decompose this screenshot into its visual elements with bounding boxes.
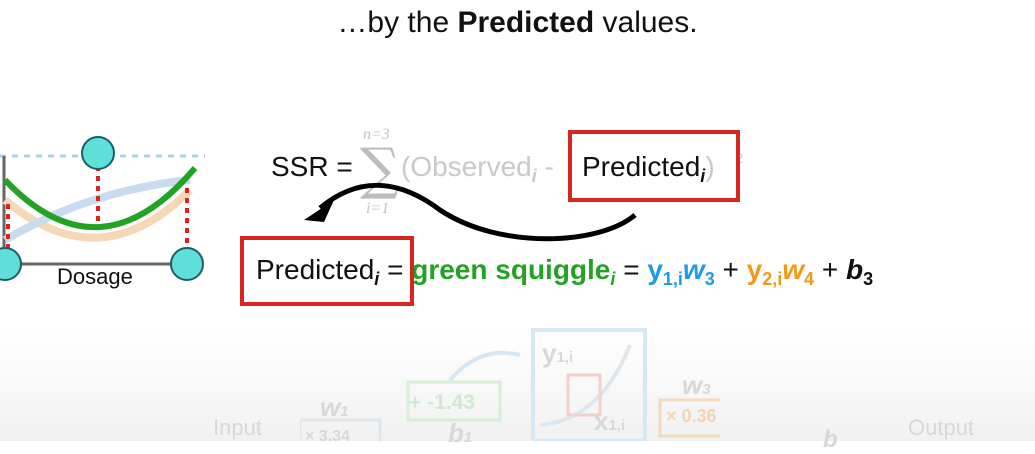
title-prefix: …by the <box>337 6 458 39</box>
eq-y2: y <box>746 254 763 285</box>
page-title: …by the Predicted values. <box>0 6 1035 40</box>
main-equation: Predictedi = green squigglei = y1,iw3 + … <box>256 254 873 290</box>
close-paren: ) <box>705 151 715 182</box>
eq-y2-sub: 2,i <box>762 269 783 289</box>
bg-red-box <box>566 373 602 417</box>
bg-x1-text: x <box>594 406 609 436</box>
blue-faint-curve <box>2 176 191 244</box>
bg-val-w1: × 3.34 <box>305 428 350 445</box>
bg-val1: + -1.43 <box>409 391 475 414</box>
bg-w1-box <box>300 418 382 441</box>
bg-w3-box <box>658 398 720 438</box>
bg-w3-sub: 3 <box>702 381 711 398</box>
sum-lower: i=1 <box>366 200 390 217</box>
bottom-fade <box>0 330 1035 441</box>
observed-text: (Observed <box>401 151 532 182</box>
eq-w4-sub: 4 <box>804 269 815 289</box>
bg-x1: x1,i <box>594 406 625 437</box>
bg-output-label: Output <box>908 415 975 440</box>
eq-equals-2: = <box>623 254 640 285</box>
eq-b3-sub: 3 <box>863 269 874 289</box>
bg-w1: w1 <box>320 392 349 423</box>
orange-faint-curve <box>2 187 193 242</box>
eq-y1-sub: 1,i <box>662 269 683 289</box>
data-point-1 <box>0 247 22 281</box>
plot-xlabel: Dosage <box>57 264 133 289</box>
predicted-equation-highlight-box <box>240 236 414 306</box>
bg-activation-box <box>531 328 647 441</box>
bg-b1-sub: 1 <box>463 429 473 446</box>
bg-w1-sub: 1 <box>340 403 349 420</box>
bg-val3: × 0.36 <box>666 406 717 426</box>
predicted-sub: i <box>700 166 706 186</box>
bg-b1: b1 <box>448 418 472 449</box>
eq-y1: y <box>647 254 663 285</box>
minus-sign: - <box>544 151 554 182</box>
ssr-lhs: SSR = <box>271 151 353 182</box>
observed-term: (Observedi - <box>401 151 554 187</box>
green-squiggle-curve <box>2 166 198 230</box>
data-point-2 <box>81 136 115 170</box>
bg-w3-text: w <box>682 370 703 400</box>
title-bold: Predicted <box>457 6 595 39</box>
bg-x1-sub: 1,i <box>608 417 626 434</box>
eq-w3-sub: 3 <box>704 269 715 289</box>
eq-predicted: Predicted <box>256 254 375 285</box>
predicted-highlight-box <box>568 130 740 202</box>
arrow-head-icon <box>304 200 334 222</box>
arrow-path <box>318 182 637 242</box>
curved-arrow <box>304 182 637 242</box>
data-point-3 <box>170 247 204 281</box>
eq-w4: w <box>782 254 805 285</box>
title-suffix: values. <box>594 6 698 39</box>
sum-upper: n=3 <box>363 126 390 143</box>
dosage-plot <box>0 136 205 281</box>
predicted-text: Predicted <box>582 151 701 182</box>
bg-b1-text: b <box>448 418 464 448</box>
bg-activation-curve <box>539 344 632 427</box>
bg-y1-text: y <box>542 338 557 368</box>
bg-y1: y1,i <box>542 338 573 369</box>
bg-b3: b <box>823 426 838 453</box>
bg-w3: w3 <box>682 370 711 401</box>
bg-w1-text: w <box>320 392 341 422</box>
bg-green-box <box>406 380 502 422</box>
eq-plus-2: + <box>821 254 839 285</box>
bg-y1-sub: 1,i <box>556 349 574 366</box>
eq-green-squiggle: green squiggle <box>411 254 611 285</box>
eq-plus-1: + <box>722 254 739 285</box>
eq-green-sub: i <box>610 269 616 289</box>
eq-equals-1: = <box>387 254 404 285</box>
eq-w3: w <box>682 254 705 285</box>
predicted-term: Predictedi) <box>582 151 715 187</box>
eq-predicted-sub: i <box>374 269 380 289</box>
background-network <box>300 328 720 441</box>
observed-sub: i <box>531 166 537 186</box>
bg-arrow <box>448 350 521 382</box>
eq-b3: b <box>845 254 864 285</box>
bg-input-label: Input <box>213 415 262 440</box>
